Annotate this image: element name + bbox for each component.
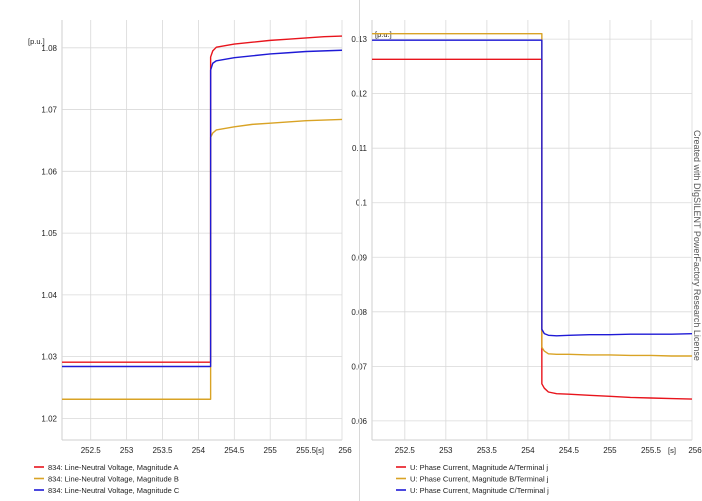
- legend-label-1: 834: Line-Neutral Voltage, Magnitude A: [48, 463, 179, 472]
- series-line-1: [62, 35, 343, 363]
- current-chart-panel: [p.u.] [s] 252.5 253 253.5 254 254.5 255 255.5…: [351, 20, 702, 495]
- current-chart-x-unit: [s]: [668, 446, 676, 455]
- watermark-text: Created with DIgSILENT PowerFactory Rese…: [692, 130, 702, 361]
- voltage-chart-y-unit: [p.u.]: [28, 37, 45, 46]
- y-tick-label: 1.06: [41, 167, 57, 176]
- x-tick-label: 252.5: [81, 446, 102, 455]
- x-tick-label: 253: [120, 446, 134, 455]
- x-tick-label: 254: [192, 446, 206, 455]
- panel-divider: [359, 0, 360, 501]
- x-tick-label: 256: [688, 446, 702, 455]
- series-line-2: [62, 118, 343, 400]
- voltage-chart-ticks: 252.5 253 253.5 254 254.5 255 255.5 256 1.02 1.03…: [41, 44, 352, 455]
- y-tick-label: 1.08: [41, 44, 57, 53]
- legend-label-2: 834: Line-Neutral Voltage, Magnitude B: [48, 475, 179, 484]
- current-chart-series: [372, 32, 693, 400]
- legend-label-1: U: Phase Current, Magnitude A/Terminal j: [410, 463, 548, 472]
- series-line-1: [372, 58, 693, 400]
- y-tick-label: 1.07: [41, 106, 57, 115]
- legend-label-2: U: Phase Current, Magnitude B/Terminal j: [410, 475, 549, 484]
- x-tick-label: 254.5: [224, 446, 245, 455]
- x-tick-label: 253.5: [477, 446, 498, 455]
- current-chart-grid: [371, 20, 693, 441]
- y-tick-label: 1.02: [41, 414, 57, 423]
- series-line-3: [372, 39, 693, 337]
- x-tick-label: 255.5: [296, 446, 317, 455]
- voltage-chart-legend: 834: Line-Neutral Voltage, Magnitude A 83…: [34, 463, 180, 495]
- y-tick-label: 0.1: [356, 199, 368, 208]
- y-tick-label: 1.04: [41, 291, 57, 300]
- x-tick-label: 255.5: [641, 446, 662, 455]
- x-tick-label: 252.5: [395, 446, 416, 455]
- x-tick-label: 253: [439, 446, 453, 455]
- x-tick-label: 256: [338, 446, 352, 455]
- series-line-2: [372, 32, 692, 357]
- voltage-chart-panel: [p.u.] [s] 252.5 253 253.5 254 254.5 255 255.5…: [28, 20, 352, 495]
- x-tick-label: 253.5: [152, 446, 173, 455]
- current-chart-y-unit: [p.u.]: [375, 30, 392, 39]
- current-chart-ticks: 252.5253253.5254254.5255255.52560.060.07…: [351, 35, 702, 455]
- current-chart-legend: U: Phase Current, Magnitude A/Terminal j…: [396, 463, 549, 495]
- voltage-chart-grid: [61, 20, 343, 441]
- x-tick-label: 255: [264, 446, 278, 455]
- legend-label-3: 834: Line-Neutral Voltage, Magnitude C: [48, 486, 180, 495]
- y-tick-label: 1.03: [41, 353, 57, 362]
- legend-label-3: U: Phase Current, Magnitude C/Terminal j: [410, 486, 549, 495]
- x-tick-label: 255: [603, 446, 617, 455]
- series-line-3: [62, 49, 343, 368]
- y-tick-label: 1.05: [41, 229, 57, 238]
- x-tick-label: 254: [521, 446, 535, 455]
- voltage-chart-x-unit: [s]: [316, 446, 324, 455]
- x-tick-label: 254.5: [559, 446, 580, 455]
- voltage-chart-series: [62, 35, 343, 400]
